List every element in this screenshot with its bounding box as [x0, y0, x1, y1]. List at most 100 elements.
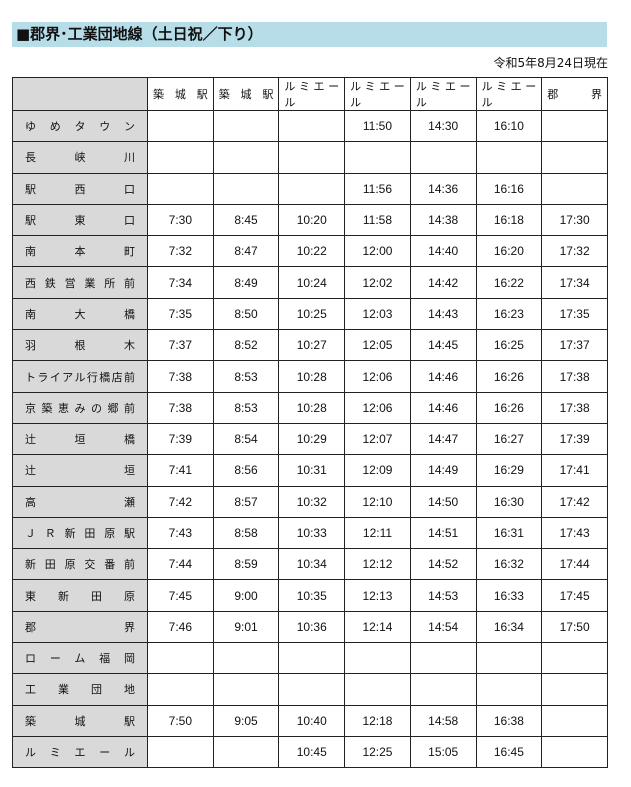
departure-time: 12:09: [344, 454, 411, 487]
departure-time: [409, 673, 477, 706]
stop-name: 長峡川: [12, 141, 148, 174]
departure-time: 7:46: [147, 610, 214, 644]
departure-time: 8:52: [212, 329, 280, 362]
column-header: 築 城 駅: [147, 77, 214, 111]
table-row: 駅西口 11:56 14:36 16:16: [12, 172, 608, 205]
departure-time: 16:30: [475, 485, 543, 518]
departure-time: [212, 109, 280, 143]
stop-name: 羽根木: [12, 329, 148, 362]
departure-time: 17:30: [541, 203, 608, 237]
table-row: ゆめタウン 11:50 14:30 16:10: [12, 109, 608, 143]
departure-time: 14:36: [409, 172, 477, 205]
table-row: 西鉄営業所前 7:34 8:49 10:24 12:02 14:42 16:22 17:34: [12, 266, 608, 299]
table-row: 南大橋 7:35 8:50 10:25 12:03 14:43 16:23 17:35: [12, 297, 608, 331]
stop-name: 駅西口: [12, 172, 148, 205]
departure-time: 16:31: [475, 516, 543, 550]
departure-time: 14:49: [409, 454, 477, 487]
header-row: 築 城 駅築 城 駅ルミエール ルミエール ルミエール ルミエール郡 界: [12, 77, 608, 111]
departure-time: 14:30: [409, 109, 477, 143]
departure-time: 7:38: [147, 360, 214, 393]
departure-time: 14:42: [409, 266, 477, 299]
stop-name: 工業団地: [12, 673, 148, 706]
corner-cell: [12, 77, 148, 111]
departure-time: 16:23: [475, 297, 543, 331]
stop-name: 辻垣: [12, 454, 148, 487]
departure-time: 8:53: [212, 360, 280, 393]
column-header: 郡 界: [541, 77, 608, 111]
departure-time: 9:00: [212, 579, 280, 612]
departure-time: 14:38: [409, 203, 477, 237]
departure-time: 12:10: [344, 485, 411, 518]
departure-time: 10:32: [278, 485, 346, 518]
departure-time: 12:06: [344, 391, 411, 424]
departure-time: 14:53: [409, 579, 477, 612]
departure-time: 17:34: [541, 266, 608, 299]
departure-time: 16:16: [475, 172, 543, 205]
departure-time: 12:25: [344, 735, 411, 769]
departure-time: 7:39: [147, 422, 214, 456]
stop-name: トライアル行橋店前: [12, 360, 148, 393]
departure-time: 10:35: [278, 579, 346, 612]
departure-time: 11:58: [344, 203, 411, 237]
departure-time: 10:24: [278, 266, 346, 299]
departure-time: [475, 141, 543, 174]
departure-time: 7:43: [147, 516, 214, 550]
departure-time: [475, 642, 543, 675]
column-header: ルミエール: [409, 77, 477, 111]
departure-time: 16:18: [475, 203, 543, 237]
departure-time: 7:50: [147, 704, 214, 737]
departure-time: 10:27: [278, 329, 346, 362]
departure-time: 14:50: [409, 485, 477, 518]
departure-time: [147, 642, 214, 675]
departure-time: 12:07: [344, 422, 411, 456]
column-header: ルミエール: [475, 77, 543, 111]
departure-time: [212, 673, 280, 706]
as-of-date: 令和5年8月24日現在: [493, 56, 608, 70]
departure-time: 12:11: [344, 516, 411, 550]
departure-time: 7:42: [147, 485, 214, 518]
departure-time: 7:38: [147, 391, 214, 424]
stop-name: 南大橋: [12, 297, 148, 331]
departure-time: 14:52: [409, 548, 477, 581]
departure-time: 10:22: [278, 235, 346, 268]
column-header: ルミエール: [278, 77, 346, 111]
stop-name: 東新田原: [12, 579, 148, 612]
departure-time: 17:38: [541, 391, 608, 424]
departure-time: 16:26: [475, 391, 543, 424]
departure-time: [541, 642, 608, 675]
departure-time: 14:46: [409, 360, 477, 393]
stop-name: ローム福岡: [12, 642, 148, 675]
departure-time: 7:44: [147, 548, 214, 581]
stop-name: 辻垣橋: [12, 422, 148, 456]
departure-time: 16:33: [475, 579, 543, 612]
stop-name: ルミエール: [12, 735, 148, 769]
departure-time: 12:00: [344, 235, 411, 268]
departure-time: [212, 141, 280, 174]
table-row: ＪＲ新田原駅 7:43 8:58 10:33 12:11 14:51 16:31 17:43: [12, 516, 608, 550]
departure-time: 9:05: [212, 704, 280, 737]
departure-time: 17:35: [541, 297, 608, 331]
departure-time: 8:47: [212, 235, 280, 268]
departure-time: 7:30: [147, 203, 214, 237]
departure-time: 14:51: [409, 516, 477, 550]
departure-time: 12:06: [344, 360, 411, 393]
departure-time: 17:41: [541, 454, 608, 487]
departure-time: 17:50: [541, 610, 608, 644]
departure-time: [475, 673, 543, 706]
departure-time: 10:31: [278, 454, 346, 487]
table-row: 南本町 7:32 8:47 10:22 12:00 14:40 16:20 17:32: [12, 235, 608, 268]
departure-time: 9:01: [212, 610, 280, 644]
departure-time: [541, 704, 608, 737]
departure-time: 14:43: [409, 297, 477, 331]
departure-time: 7:45: [147, 579, 214, 612]
timetable: 築 城 駅築 城 駅ルミエール ルミエール ルミエール ルミエール郡 界 ゆめタウン 1…: [12, 77, 608, 769]
departure-time: [541, 109, 608, 143]
departure-time: 15:05: [409, 735, 477, 769]
departure-time: 11:56: [344, 172, 411, 205]
departure-time: 10:33: [278, 516, 346, 550]
departure-time: [278, 642, 346, 675]
departure-time: 17:44: [541, 548, 608, 581]
departure-time: 8:53: [212, 391, 280, 424]
departure-time: [147, 735, 214, 769]
departure-time: 17:39: [541, 422, 608, 456]
